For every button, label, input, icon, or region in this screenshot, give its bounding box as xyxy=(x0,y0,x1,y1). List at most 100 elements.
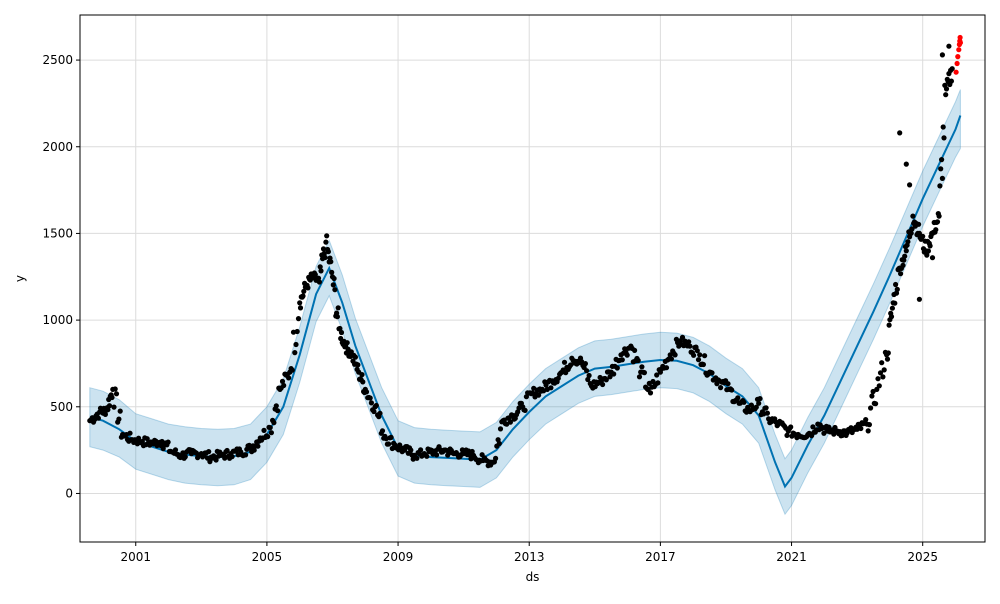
observed-point xyxy=(889,305,896,311)
observed-point xyxy=(301,288,307,294)
observed-point xyxy=(865,428,871,434)
observed-point xyxy=(939,157,945,163)
observed-point xyxy=(603,377,609,383)
observed-point xyxy=(165,439,171,445)
observed-point xyxy=(275,408,281,414)
observed-point xyxy=(939,52,946,58)
y-tick-label: 1500 xyxy=(42,226,73,240)
observed-point xyxy=(946,43,952,49)
observed-point xyxy=(663,365,670,371)
observed-point xyxy=(784,432,790,438)
observed-point xyxy=(206,449,212,455)
observed-point xyxy=(295,316,302,322)
observed-point xyxy=(507,419,513,425)
observed-point xyxy=(360,379,366,385)
y-axis-label: y xyxy=(13,275,27,282)
observed-point xyxy=(687,343,693,349)
observed-point xyxy=(655,380,661,386)
observed-point xyxy=(873,401,879,407)
observed-point xyxy=(388,434,394,440)
observed-point xyxy=(614,365,620,371)
observed-point xyxy=(116,416,122,422)
observed-point xyxy=(548,385,554,391)
observed-point xyxy=(943,86,950,92)
observed-point xyxy=(632,347,638,353)
observed-point xyxy=(938,166,944,172)
observed-point xyxy=(323,239,329,245)
observed-point xyxy=(318,268,324,274)
highlight-points-layer xyxy=(953,34,964,75)
observed-point xyxy=(826,424,832,430)
observed-point xyxy=(700,361,707,368)
observed-point xyxy=(355,362,361,368)
observed-point xyxy=(641,370,648,376)
observed-point xyxy=(555,375,561,381)
y-tick-label: 2000 xyxy=(42,140,73,154)
observed-point xyxy=(267,425,273,431)
observed-point xyxy=(325,249,331,255)
observed-point xyxy=(741,399,747,405)
observed-point xyxy=(367,395,373,401)
plot-frame xyxy=(79,14,986,543)
observed-point xyxy=(884,356,891,362)
observed-point xyxy=(903,161,909,167)
observed-point xyxy=(255,443,261,449)
observed-point xyxy=(858,425,864,432)
observed-point xyxy=(863,417,869,423)
observed-point xyxy=(916,296,923,302)
observed-point xyxy=(586,372,592,379)
observed-point xyxy=(672,352,678,358)
observed-point xyxy=(95,415,101,421)
highlight-point xyxy=(956,47,962,53)
observed-point xyxy=(735,395,741,401)
observed-point xyxy=(112,386,118,392)
observed-point xyxy=(338,329,345,336)
observed-point xyxy=(879,360,885,366)
observed-point xyxy=(316,279,322,285)
observed-point xyxy=(920,233,926,239)
observed-point xyxy=(934,219,941,225)
observed-point xyxy=(328,259,334,265)
observed-point xyxy=(893,281,899,288)
observed-point xyxy=(293,341,299,348)
observed-point xyxy=(265,434,271,440)
observed-point xyxy=(109,394,115,401)
observed-point xyxy=(106,403,113,409)
observed-point xyxy=(352,354,358,360)
observed-point xyxy=(424,453,430,459)
observed-point xyxy=(317,264,323,270)
observed-point xyxy=(330,282,336,288)
observed-point xyxy=(943,92,949,98)
observed-point xyxy=(647,390,654,396)
observed-point xyxy=(788,424,794,430)
observed-point xyxy=(136,435,142,441)
observed-point xyxy=(344,340,350,346)
observed-point xyxy=(866,422,873,428)
observed-point xyxy=(910,213,916,219)
observed-point xyxy=(725,381,731,387)
observed-point xyxy=(414,455,420,461)
x-tick-label: 2005 xyxy=(252,550,283,564)
observed-point xyxy=(729,387,735,393)
x-tick-label: 2013 xyxy=(514,550,545,564)
y-tick-label: 0 xyxy=(65,486,73,500)
observed-point xyxy=(496,440,502,447)
x-tick-label: 2009 xyxy=(383,550,414,564)
observed-point xyxy=(418,447,424,453)
observed-point xyxy=(497,426,504,432)
observed-point xyxy=(876,383,882,389)
observed-point xyxy=(695,357,702,363)
observed-point xyxy=(939,175,946,181)
observed-point xyxy=(902,253,908,259)
uncertainty-band-layer xyxy=(89,89,961,516)
observed-point xyxy=(224,447,230,454)
observed-point xyxy=(881,367,887,373)
observed-point xyxy=(937,183,943,189)
observed-point xyxy=(933,227,939,233)
observed-point xyxy=(334,314,340,320)
observed-point xyxy=(271,420,277,426)
observed-point xyxy=(869,393,875,399)
observed-point xyxy=(898,271,904,277)
observed-point xyxy=(322,254,328,261)
observed-point xyxy=(885,350,891,356)
